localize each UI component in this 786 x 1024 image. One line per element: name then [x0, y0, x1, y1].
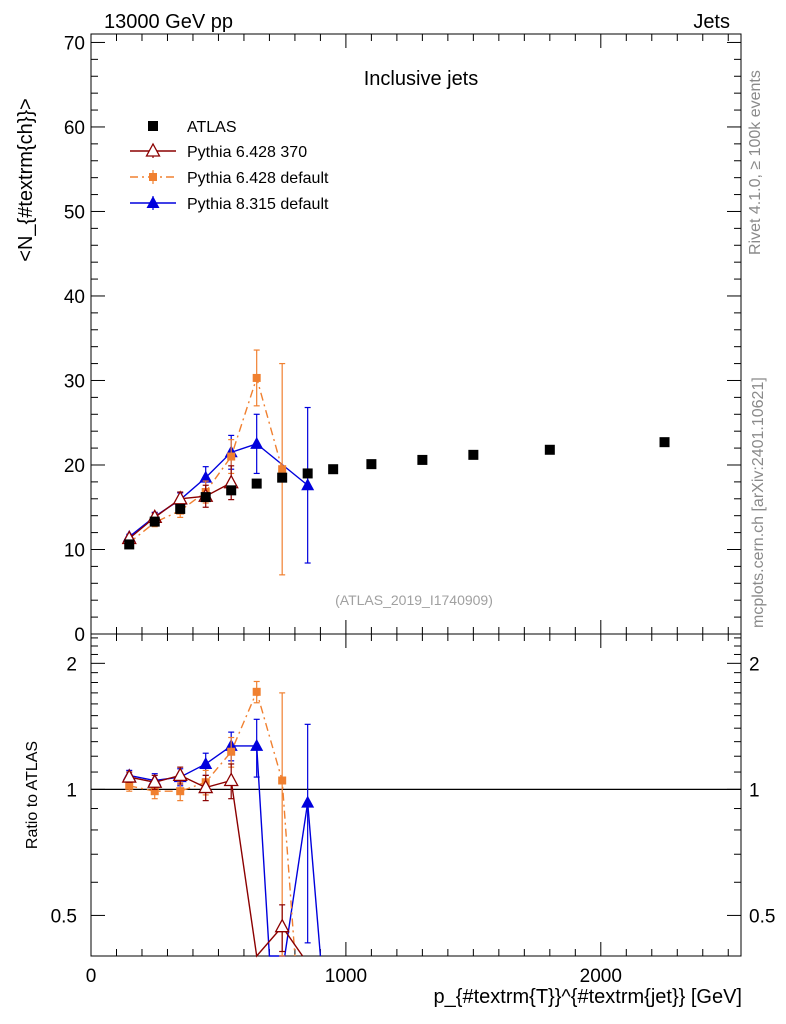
atlas-point — [544, 444, 555, 455]
y-tick-label: 60 — [64, 118, 85, 139]
y-tick-label: 50 — [64, 202, 85, 223]
ratio-series-line — [129, 689, 296, 957]
atlas-point — [200, 492, 211, 503]
atlas-point — [366, 459, 377, 470]
header-left-label: 13000 GeV pp — [104, 11, 233, 33]
y-tick-label: 20 — [64, 456, 85, 477]
ratio-point — [252, 687, 261, 696]
legend: ATLAS Pythia 6.428 370 Pythia 6.428 defaul… — [130, 119, 329, 213]
data-point — [172, 490, 188, 505]
ratio-y-tick-label-right: 0.5 — [749, 906, 775, 927]
data-point — [199, 470, 213, 483]
ratio-point — [223, 772, 239, 787]
atlas-point — [149, 516, 160, 527]
ratio-y-tick-label-right: 2 — [749, 654, 760, 675]
data-point — [250, 436, 264, 449]
ratio-series-line — [129, 745, 322, 957]
data-point — [227, 452, 236, 461]
header-right-label: Jets — [693, 11, 730, 33]
legend-marker — [149, 173, 157, 181]
ratio-point — [147, 773, 163, 788]
ratio-point — [150, 787, 159, 796]
ratio-point — [125, 781, 134, 790]
legend-marker — [148, 121, 158, 131]
legend-marker — [146, 196, 160, 208]
ratio-y-tick-label: 0.5 — [51, 906, 77, 927]
atlas-point — [302, 468, 313, 479]
x-tick-label: 0 — [86, 966, 97, 987]
ratio-point — [199, 756, 213, 769]
ratio-point — [198, 779, 214, 794]
atlas-point — [124, 539, 135, 550]
atlas-point — [226, 485, 237, 496]
ratio-y-tick-label-right: 1 — [749, 780, 760, 801]
ratio-point — [250, 738, 264, 751]
x-tick-label: 2000 — [580, 966, 622, 987]
ratio-y-axis-title: Ratio to ATLAS — [24, 741, 41, 849]
legend-label: Pythia 8.315 default — [187, 196, 329, 213]
legend-marker — [145, 142, 161, 157]
x-axis-title: p_{#textrm{T}}^{#textrm{jet}} [GeV] — [434, 986, 742, 1008]
ratio-point — [274, 918, 290, 933]
atlas-point — [417, 454, 428, 465]
main-panel: 0 10 20 30 40 50 60 70 — [64, 33, 742, 646]
axis-labels: 0 1000 2000 <N_{#textrm{ch}}> Ratio to ATLAS… — [15, 98, 742, 1008]
ratio-y-tick-label: 2 — [66, 654, 77, 675]
y-tick-label: 10 — [64, 540, 85, 561]
atlas-point — [277, 472, 288, 483]
ratio-point — [176, 787, 185, 796]
atlas-point — [175, 503, 186, 514]
legend-label: ATLAS — [187, 119, 237, 136]
ratio-frame — [90, 633, 742, 957]
ratio-point — [227, 747, 236, 756]
atlas-point — [251, 478, 262, 489]
watermark-label: (ATLAS_2019_I1740909) — [335, 592, 493, 608]
data-point — [252, 373, 261, 382]
data-point — [278, 465, 287, 474]
main-plot-title: Inclusive jets — [364, 68, 479, 90]
ratio-point — [121, 768, 137, 783]
mcplots-side-label: mcplots.cern.ch [arXiv:2401.10621] — [750, 377, 767, 628]
x-tick-label: 1000 — [325, 966, 367, 987]
ratio-point — [278, 776, 287, 785]
legend-label: Pythia 6.428 default — [187, 170, 329, 187]
y-tick-label: 70 — [64, 33, 85, 54]
y-tick-label: 0 — [74, 625, 85, 646]
rivet-side-label: Rivet 4.1.0, ≥ 100k events — [747, 70, 764, 255]
data-point — [301, 478, 315, 491]
ratio-y-tick-label: 1 — [66, 780, 77, 801]
y-tick-label: 40 — [64, 287, 85, 308]
atlas-point — [328, 464, 339, 475]
atlas-point — [468, 449, 479, 460]
atlas-point — [659, 437, 670, 448]
main-y-axis-title: <N_{#textrm{ch}}> — [15, 98, 37, 261]
y-tick-label: 30 — [64, 371, 85, 392]
ratio-point — [172, 767, 188, 782]
ratio-point — [301, 795, 315, 808]
legend-label: Pythia 6.428 370 — [187, 144, 307, 161]
ratio-panel: 0.5 0.5 1 1 2 2 — [51, 633, 775, 958]
